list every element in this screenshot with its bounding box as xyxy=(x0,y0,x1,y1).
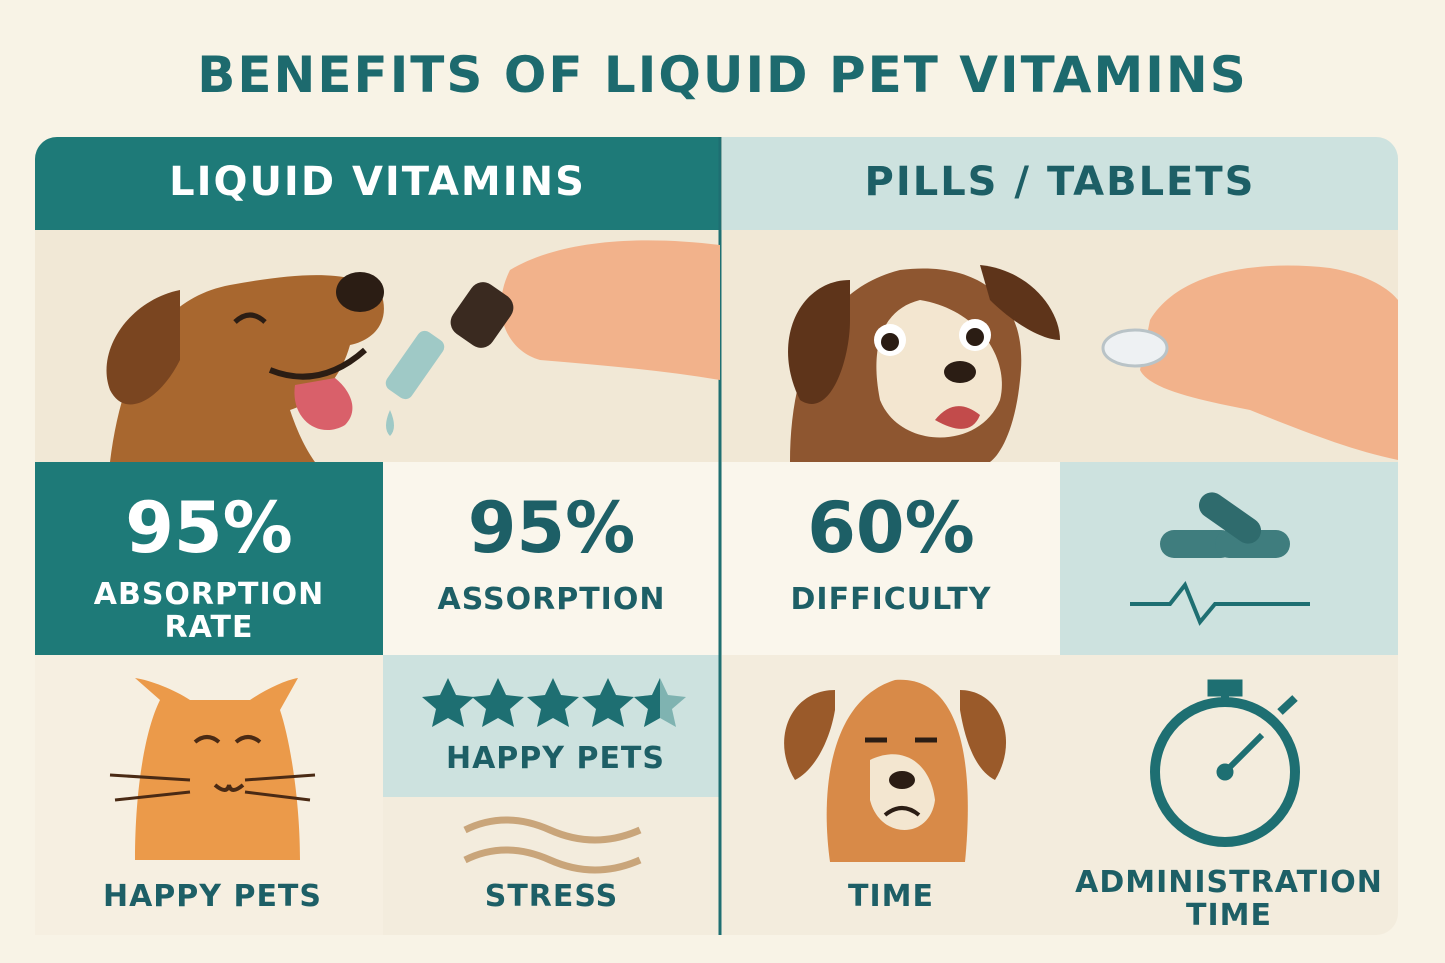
tile-label: HAPPY PETS xyxy=(445,741,666,776)
teal-tile xyxy=(35,462,383,655)
stat-value: 95% xyxy=(125,487,293,569)
stat-label: ASSORPTION xyxy=(437,582,666,617)
tile-label: TIME xyxy=(848,879,934,914)
stress-waves xyxy=(463,816,642,874)
tile-bg xyxy=(383,462,720,655)
tile-label: ADMINISTRATION TIME xyxy=(1075,865,1383,933)
left-header: LIQUID VITAMINS xyxy=(169,159,586,205)
happy-dog xyxy=(106,272,384,462)
scared-dog xyxy=(788,265,1060,462)
blue-tile xyxy=(1060,462,1398,655)
stat-value: 60% xyxy=(807,487,975,569)
stat-label: ABSORPTION RATE xyxy=(93,577,325,645)
stopwatch xyxy=(1150,679,1300,847)
tile-label: HAPPY PETS xyxy=(102,879,323,914)
left-header-bg xyxy=(35,137,720,230)
stat-value: 95% xyxy=(467,487,636,569)
blue-band xyxy=(383,655,720,797)
pill-icons xyxy=(1130,492,1310,626)
pill-hand xyxy=(1101,265,1398,460)
rating-stars xyxy=(422,678,686,727)
right-header-bg xyxy=(722,137,1398,230)
dropper-hand xyxy=(385,240,720,436)
stat-label: DIFFICULTY xyxy=(790,582,992,617)
tile-label: STRESS xyxy=(484,879,619,914)
sad-dog xyxy=(784,679,1007,862)
right-header: PILLS / TABLETS xyxy=(864,159,1256,205)
happy-cat xyxy=(109,678,316,860)
tile-bg xyxy=(722,462,1060,655)
title: BENEFITS OF LIQUID PET VITAMINS xyxy=(197,46,1248,104)
